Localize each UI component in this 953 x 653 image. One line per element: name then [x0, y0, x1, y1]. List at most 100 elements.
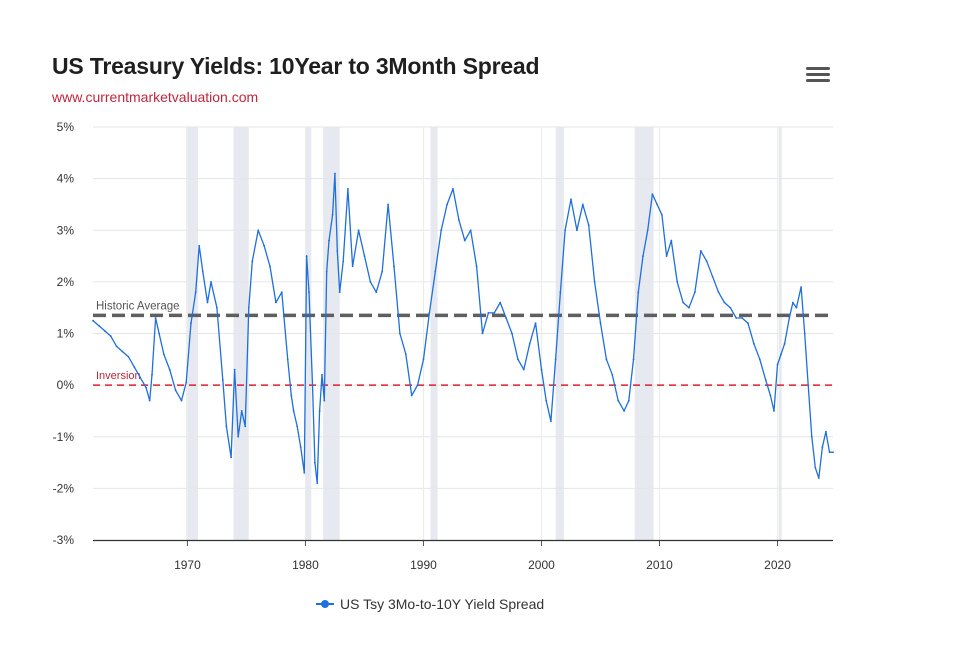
data-point	[493, 311, 496, 314]
data-point	[316, 482, 319, 485]
data-point	[221, 379, 224, 381]
data-point	[611, 373, 614, 376]
data-point	[528, 342, 531, 345]
data-point	[656, 203, 659, 206]
data-point	[275, 301, 277, 304]
data-point	[393, 265, 395, 268]
data-point	[331, 213, 334, 216]
data-point	[682, 301, 685, 304]
x-axis-ticks: 1970 1980 1990 2000 2010 2020	[174, 540, 791, 572]
hamburger-menu-icon[interactable]	[806, 64, 830, 86]
data-point	[564, 229, 566, 232]
historic-average-label: Historic Average	[96, 300, 180, 312]
data-point	[773, 410, 775, 412]
data-point	[522, 368, 525, 371]
y-tick-label: -2%	[53, 481, 75, 495]
y-tick-label: -3%	[53, 533, 75, 547]
data-point	[158, 332, 160, 335]
data-point	[705, 260, 708, 263]
data-point	[487, 311, 490, 314]
data-point	[194, 291, 197, 294]
data-point	[452, 188, 454, 190]
data-point	[800, 286, 803, 288]
data-point	[699, 250, 702, 252]
data-point	[637, 291, 640, 294]
data-point	[481, 332, 484, 335]
data-point	[328, 239, 330, 242]
data-point	[257, 229, 260, 232]
data-point	[554, 358, 557, 361]
data-point	[753, 342, 755, 345]
y-axis-ticks: 5% 4% 3% 2% 1% 0% -1% -2% -3%	[53, 120, 75, 547]
data-point	[334, 172, 336, 175]
data-point	[810, 435, 813, 438]
x-tick-label: 2020	[764, 558, 791, 572]
data-point	[825, 430, 827, 433]
data-point	[206, 301, 209, 304]
data-point	[499, 301, 502, 304]
data-point	[290, 394, 293, 397]
data-point	[115, 345, 118, 348]
data-point	[764, 379, 767, 381]
data-point	[201, 270, 204, 273]
data-point	[593, 280, 596, 283]
data-point	[363, 255, 366, 257]
data-point	[828, 451, 831, 454]
data-point	[318, 410, 321, 412]
data-point	[225, 425, 228, 428]
data-point	[651, 193, 654, 196]
legend[interactable]: US Tsy 3Mo-to-10Y Yield Spread	[316, 596, 544, 612]
data-point	[416, 384, 419, 387]
data-point	[308, 291, 310, 294]
data-point	[103, 330, 106, 332]
data-point	[369, 280, 372, 283]
legend-line-dot-icon	[316, 598, 334, 610]
data-point	[139, 376, 142, 379]
data-point	[422, 358, 425, 361]
y-tick-label: 1%	[57, 327, 75, 341]
data-point	[807, 384, 810, 387]
data-point	[540, 368, 543, 371]
data-point	[581, 203, 584, 206]
chart-subtitle: www.currentmarketvaluation.com	[52, 89, 259, 105]
data-point	[313, 461, 316, 464]
series-line	[92, 172, 833, 484]
data-point	[292, 410, 295, 412]
x-tick-label: 1990	[410, 558, 437, 572]
data-point	[357, 229, 360, 232]
data-point	[325, 270, 328, 273]
data-point	[109, 335, 112, 337]
data-point	[694, 291, 696, 294]
data-point	[559, 291, 562, 294]
data-point	[769, 394, 772, 397]
data-point	[632, 358, 635, 361]
data-point	[404, 353, 407, 356]
data-point	[247, 306, 250, 309]
data-point	[665, 255, 668, 257]
data-point	[821, 446, 824, 448]
data-point	[747, 322, 749, 325]
data-point	[240, 410, 243, 412]
y-tick-label: -1%	[53, 430, 75, 444]
data-point	[280, 291, 283, 294]
data-point	[457, 219, 460, 221]
data-point	[296, 425, 299, 428]
y-tick-label: 2%	[57, 275, 75, 289]
data-point	[605, 358, 608, 361]
data-point	[263, 244, 266, 247]
x-tick-label: 1980	[292, 558, 319, 572]
data-point	[660, 213, 663, 216]
data-point	[434, 270, 437, 273]
series-group	[92, 172, 834, 485]
data-point	[127, 355, 130, 358]
data-point	[516, 358, 519, 361]
x-tick-label: 2010	[646, 558, 673, 572]
data-point	[299, 446, 302, 448]
inversion-label: Inversion	[96, 370, 141, 382]
data-point	[599, 322, 602, 325]
data-point	[185, 381, 188, 384]
data-point	[168, 368, 171, 371]
data-point	[198, 244, 201, 247]
data-point	[148, 399, 151, 402]
